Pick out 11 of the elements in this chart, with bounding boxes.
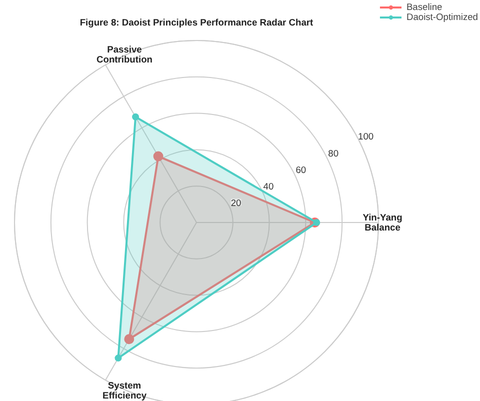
spoke-label: Yin-Yang Balance: [362, 212, 403, 232]
y-tick-label: 20: [230, 198, 242, 208]
y-tick-label: 40: [263, 181, 274, 192]
legend-label: Baseline: [406, 2, 442, 12]
y-tick-label: 60: [296, 164, 306, 175]
spoke-label: System Efficiency: [102, 380, 148, 401]
legend-label: Daoist-Optimized: [406, 12, 478, 22]
y-tick-label: 80: [328, 148, 339, 158]
y-tick-label: 100: [358, 132, 374, 142]
text: Figure 8: Daoist Principles Performance Radar Chart: [80, 18, 314, 28]
spoke-label: Passive Contribution: [96, 44, 153, 64]
